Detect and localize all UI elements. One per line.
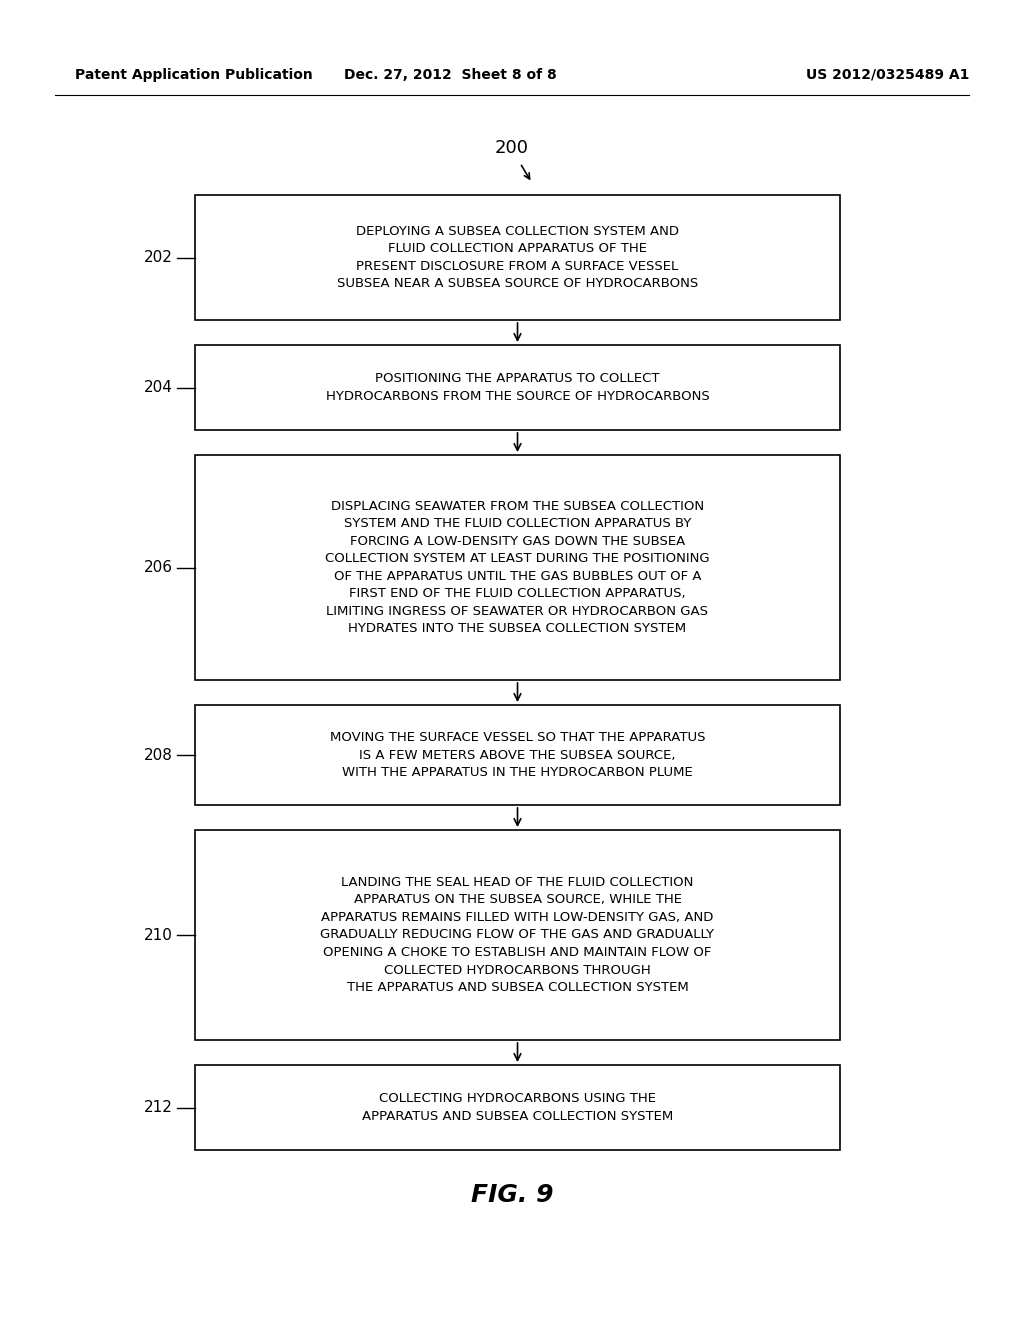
Text: 202: 202 — [144, 249, 173, 265]
Text: POSITIONING THE APPARATUS TO COLLECT
HYDROCARBONS FROM THE SOURCE OF HYDROCARBON: POSITIONING THE APPARATUS TO COLLECT HYD… — [326, 372, 710, 403]
Text: COLLECTING HYDROCARBONS USING THE
APPARATUS AND SUBSEA COLLECTION SYSTEM: COLLECTING HYDROCARBONS USING THE APPARA… — [361, 1092, 673, 1123]
Text: 208: 208 — [144, 747, 173, 763]
Text: DISPLACING SEAWATER FROM THE SUBSEA COLLECTION
SYSTEM AND THE FLUID COLLECTION A: DISPLACING SEAWATER FROM THE SUBSEA COLL… — [326, 500, 710, 635]
Text: FIG. 9: FIG. 9 — [471, 1183, 553, 1206]
Text: Patent Application Publication: Patent Application Publication — [75, 69, 312, 82]
FancyBboxPatch shape — [195, 830, 840, 1040]
Text: 210: 210 — [144, 928, 173, 942]
Text: Dec. 27, 2012  Sheet 8 of 8: Dec. 27, 2012 Sheet 8 of 8 — [344, 69, 557, 82]
FancyBboxPatch shape — [195, 455, 840, 680]
Text: 204: 204 — [144, 380, 173, 395]
FancyBboxPatch shape — [195, 1065, 840, 1150]
Text: 200: 200 — [495, 139, 529, 157]
Text: US 2012/0325489 A1: US 2012/0325489 A1 — [806, 69, 969, 82]
Text: 212: 212 — [144, 1100, 173, 1115]
Text: LANDING THE SEAL HEAD OF THE FLUID COLLECTION
APPARATUS ON THE SUBSEA SOURCE, WH: LANDING THE SEAL HEAD OF THE FLUID COLLE… — [321, 876, 715, 994]
FancyBboxPatch shape — [195, 345, 840, 430]
Text: DEPLOYING A SUBSEA COLLECTION SYSTEM AND
FLUID COLLECTION APPARATUS OF THE
PRESE: DEPLOYING A SUBSEA COLLECTION SYSTEM AND… — [337, 224, 698, 290]
FancyBboxPatch shape — [195, 195, 840, 319]
Text: 206: 206 — [144, 560, 173, 576]
Text: MOVING THE SURFACE VESSEL SO THAT THE APPARATUS
IS A FEW METERS ABOVE THE SUBSEA: MOVING THE SURFACE VESSEL SO THAT THE AP… — [330, 731, 706, 779]
FancyBboxPatch shape — [195, 705, 840, 805]
